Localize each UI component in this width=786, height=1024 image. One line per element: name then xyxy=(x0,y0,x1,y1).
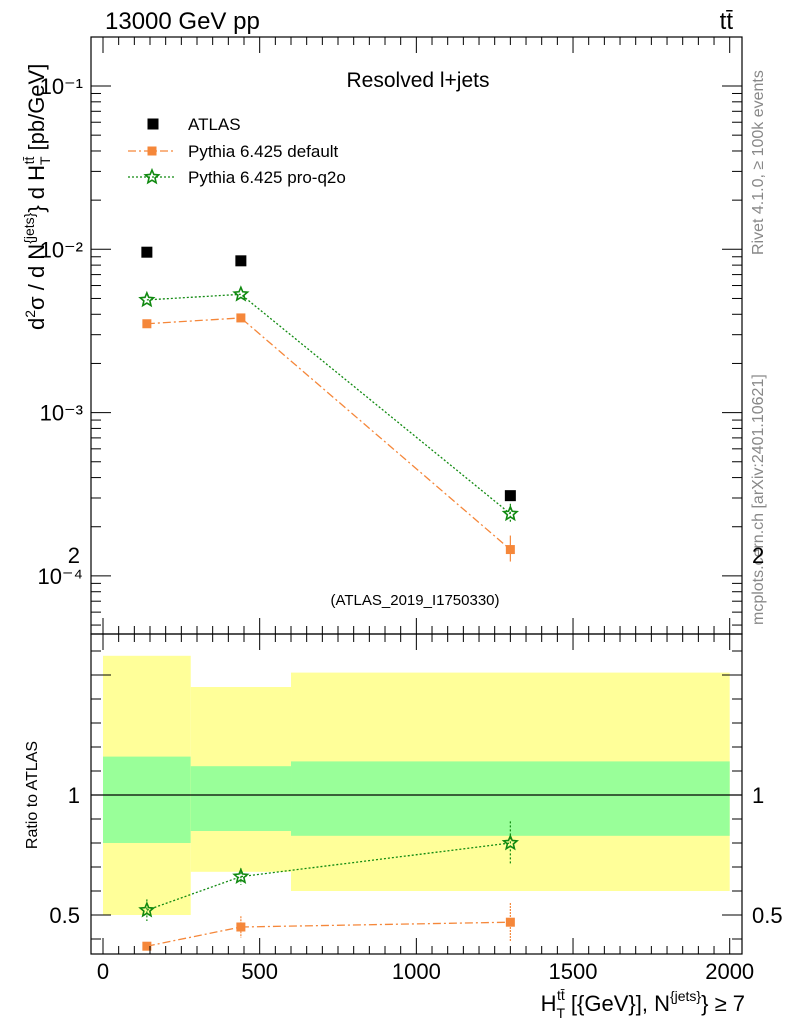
ratio-series xyxy=(91,794,742,951)
analysis-watermark: (ATLAS_2019_I1750330) xyxy=(330,592,499,609)
main-axes: 10⁻¹ 10⁻² 10⁻³ 10⁻⁴ xyxy=(37,36,743,635)
ratio-y-axis-label: Ratio to ATLAS xyxy=(24,741,41,849)
legend-entry-label: Pythia 6.425 pro-q2o xyxy=(188,168,346,187)
header-process-label: tt̄ xyxy=(720,8,734,35)
proq2o-point xyxy=(138,290,156,308)
ratio-default-point xyxy=(505,917,515,927)
ratio-line-default xyxy=(146,921,511,947)
y-tick-label: 10⁻⁴ xyxy=(37,564,83,589)
ratio-series-group xyxy=(138,821,519,951)
main-data-points xyxy=(138,246,519,562)
ratio-y-tick-label-right: 0.5 xyxy=(752,903,783,928)
ratio-proq2o-point xyxy=(232,867,250,884)
ratio-y-tick-label: 1 xyxy=(68,783,80,808)
x-tick-label: 1500 xyxy=(549,959,598,984)
y-tick-label: 10⁻² xyxy=(40,237,83,262)
ratio-default-point xyxy=(236,922,246,932)
ratio-y-tick-label: 0.5 xyxy=(49,903,80,928)
header-energy-label: 13000 GeV pp xyxy=(105,8,260,35)
x-axis-label: HTtt̄ [{GeV}], N{jets}} ≥ 7 xyxy=(541,987,745,1021)
chart-title: Resolved l+jets xyxy=(347,69,490,92)
legend-marker-proq2o xyxy=(143,167,161,185)
series-line-proq2o xyxy=(146,293,511,515)
ratio-default-point xyxy=(142,941,152,951)
default-point xyxy=(505,545,515,555)
ratio-axes: 0 500 1000 1500 2000 0.5 0.5 1 1 2 2 xyxy=(49,543,782,984)
uncertainty-band-inner xyxy=(190,766,292,831)
legend-entry-label: ATLAS xyxy=(188,115,241,134)
uncertainty-band-inner xyxy=(291,761,730,836)
atlas-point xyxy=(235,255,247,267)
main-series-lines xyxy=(146,293,511,551)
uncertainty-band-inner xyxy=(103,756,191,843)
proq2o-point xyxy=(501,504,519,522)
ratio-proq2o-point xyxy=(501,833,519,851)
main-y-axis-label: d2σ / d N{jets}} d HTtt̄ [pb/GeV] xyxy=(21,64,53,330)
svg-text:HTtt̄ [{GeV}], N{jets}} ≥ 7: HTtt̄ [{GeV}], N{jets}} ≥ 7 xyxy=(541,987,745,1021)
rivet-version-label: Rivet 4.1.0, ≥ 100k events xyxy=(750,70,767,255)
legend-entry-label: Pythia 6.425 default xyxy=(188,142,339,161)
x-tick-label: 1000 xyxy=(392,959,441,984)
ratio-y-tick-label-right: 2 xyxy=(752,543,764,568)
legend: ATLAS Pythia 6.425 default Pythia 6.425 pr… xyxy=(128,115,346,187)
x-tick-label: 500 xyxy=(241,959,278,984)
series-line-default xyxy=(146,317,511,551)
atlas-point xyxy=(504,490,516,502)
ratio-line-proq2o xyxy=(146,842,511,911)
proq2o-point xyxy=(232,285,250,302)
default-point xyxy=(142,319,152,329)
svg-text:d2σ / d N{jets}} d HTtt̄ [pb/G: d2σ / d N{jets}} d HTtt̄ [pb/GeV] xyxy=(21,64,53,330)
legend-marker-default xyxy=(147,146,157,156)
x-tick-label: 0 xyxy=(97,959,109,984)
mcplots-label: mcplots.cern.ch [arXiv:2401.10621] xyxy=(750,374,767,625)
y-tick-label: 10⁻³ xyxy=(40,401,83,426)
ratio-uncertainty-bands xyxy=(103,655,730,915)
default-point xyxy=(236,313,246,323)
ratio-y-tick-label: 2 xyxy=(68,543,80,568)
x-tick-label: 2000 xyxy=(705,959,754,984)
ratio-proq2o-point xyxy=(138,901,156,918)
y-tick-label: 10⁻¹ xyxy=(40,74,83,99)
atlas-point xyxy=(141,246,153,258)
legend-marker-atlas xyxy=(147,118,159,130)
ratio-y-tick-label-right: 1 xyxy=(752,783,764,808)
